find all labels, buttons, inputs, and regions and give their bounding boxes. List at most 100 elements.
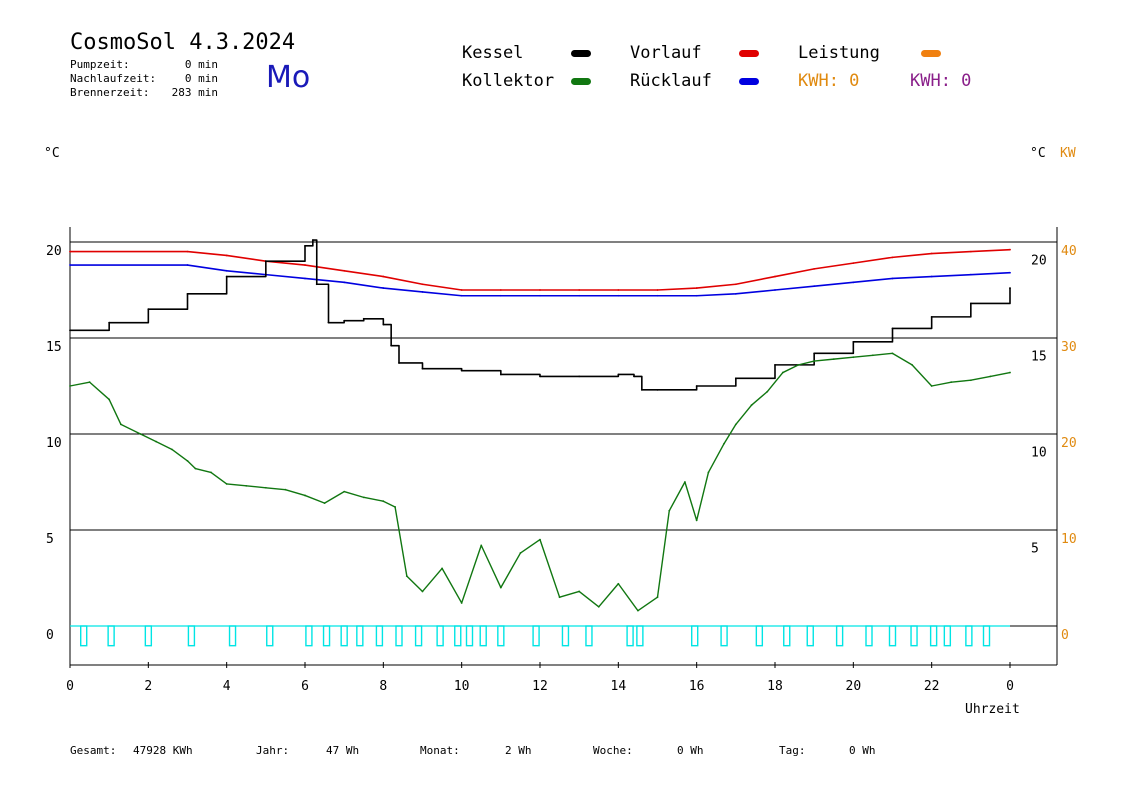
series-point-vorlauf-12 bbox=[617, 289, 620, 291]
series-point-kessel-16 bbox=[460, 369, 463, 372]
series-point-ruecklauf-1 bbox=[186, 264, 189, 266]
series-point-vorlauf-5 bbox=[343, 269, 346, 272]
stat-brennerzeit-value: 283 min bbox=[171, 86, 218, 99]
series-point-kessel-10 bbox=[343, 319, 346, 322]
series-point-kessel-11 bbox=[362, 317, 365, 320]
series-point-vorlauf-1 bbox=[186, 250, 189, 253]
series-point-kessel-24 bbox=[695, 385, 698, 387]
series-point-kollektor-13 bbox=[284, 488, 287, 491]
pump-pulse-10 bbox=[375, 625, 384, 647]
y-right-kw-tick-label-0: 0 bbox=[1061, 628, 1069, 643]
series-point-kollektor-51 bbox=[950, 381, 953, 384]
series-point-kollektor-7 bbox=[186, 459, 189, 462]
series-point-kollektor-50 bbox=[930, 385, 933, 387]
series-point-kessel-28 bbox=[852, 340, 855, 343]
pump-pulse-22 bbox=[636, 625, 644, 647]
series-point-ruecklauf-2 bbox=[225, 269, 228, 272]
pump-pulse-16 bbox=[479, 625, 487, 647]
x-tick-label-9: 18 bbox=[767, 679, 783, 694]
x-tick-label-8: 16 bbox=[689, 679, 705, 694]
series-point-kessel-13 bbox=[390, 344, 393, 347]
pump-pulse-9 bbox=[356, 625, 364, 647]
pump-pulse-34 bbox=[965, 625, 973, 647]
stat-pumpzeit-label: Pumpzeit: bbox=[70, 58, 130, 71]
pump-pulse-4 bbox=[228, 625, 237, 647]
footer-gesamt-label: Gesamt: bbox=[70, 744, 117, 757]
pump-pulse-14 bbox=[454, 625, 462, 647]
series-point-kessel-23 bbox=[656, 388, 659, 391]
series-point-ruecklauf-8 bbox=[460, 294, 463, 297]
y-right-kw-tick-label-10: 10 bbox=[1061, 532, 1077, 547]
series-point-ruecklauf-20 bbox=[930, 275, 933, 278]
y-left-tick-label-20: 20 bbox=[46, 244, 62, 259]
series-point-kollektor-0 bbox=[69, 385, 71, 387]
x-tick-label-2: 4 bbox=[223, 679, 231, 694]
series-point-kollektor-27 bbox=[539, 538, 541, 541]
series-point-ruecklauf-17 bbox=[813, 285, 816, 288]
series-point-kollektor-30 bbox=[597, 605, 600, 608]
series-point-kollektor-35 bbox=[684, 481, 686, 483]
series-point-kollektor-29 bbox=[578, 590, 581, 593]
footer-jahr-label: Jahr: bbox=[256, 744, 290, 757]
series-point-kollektor-31 bbox=[617, 582, 620, 585]
series-point-kessel-8 bbox=[315, 283, 318, 286]
legend-kollektor-swatch bbox=[571, 78, 591, 85]
series-point-kollektor-1 bbox=[88, 381, 91, 384]
y-left-tick-label-10: 10 bbox=[46, 436, 62, 451]
series-point-kollektor-17 bbox=[362, 496, 365, 499]
x-tick-label-4: 8 bbox=[379, 679, 387, 694]
x-axis-label: Uhrzeit bbox=[965, 702, 1020, 717]
series-point-kessel-19 bbox=[578, 375, 581, 378]
series-point-vorlauf-15 bbox=[734, 283, 737, 286]
x-tick-label-1: 2 bbox=[144, 679, 152, 694]
series-point-kessel-32 bbox=[1009, 287, 1011, 289]
series-point-kollektor-54 bbox=[1009, 371, 1011, 374]
series-point-kessel-30 bbox=[930, 315, 933, 318]
series-point-kollektor-15 bbox=[323, 502, 326, 505]
pump-pulse-3 bbox=[187, 625, 196, 647]
y-right-c-tick-label-5: 5 bbox=[1031, 542, 1039, 557]
series-point-kollektor-28 bbox=[558, 596, 561, 599]
footer-monat-label: Monat: bbox=[420, 744, 460, 757]
pump-pulse-20 bbox=[585, 625, 593, 647]
series-point-vorlauf-16 bbox=[774, 275, 776, 278]
series-point-kollektor-43 bbox=[797, 363, 800, 366]
series-point-ruecklauf-22 bbox=[1009, 271, 1011, 274]
series-point-ruecklauf-14 bbox=[695, 294, 698, 297]
legend-kessel-label: Kessel bbox=[462, 43, 524, 63]
series-point-vorlauf-13 bbox=[656, 289, 659, 291]
series-point-kollektor-11 bbox=[245, 484, 248, 487]
legend-kwh-purple: KWH: 0 bbox=[910, 71, 972, 91]
series-point-vorlauf-4 bbox=[304, 264, 306, 266]
series-point-ruecklauf-19 bbox=[891, 277, 894, 280]
footer-tag-label: Tag: bbox=[779, 744, 806, 757]
series-point-kollektor-24 bbox=[480, 544, 483, 547]
series-point-kollektor-42 bbox=[781, 371, 784, 374]
weekday-label: Mo bbox=[266, 60, 311, 95]
series-point-ruecklauf-12 bbox=[617, 294, 620, 297]
series-point-vorlauf-7 bbox=[421, 283, 424, 286]
series-point-vorlauf-20 bbox=[930, 252, 933, 255]
series-point-kollektor-49 bbox=[911, 363, 913, 366]
pump-pulse-12 bbox=[414, 625, 423, 647]
pump-pulse-6 bbox=[305, 625, 313, 647]
y-right-c-tick-label-15: 15 bbox=[1031, 350, 1047, 365]
pump-pulse-35 bbox=[982, 625, 991, 647]
series-point-ruecklauf-7 bbox=[421, 291, 424, 293]
series-point-kollektor-46 bbox=[852, 356, 855, 359]
series-point-vorlauf-19 bbox=[891, 256, 894, 259]
x-tick-label-3: 6 bbox=[301, 679, 309, 694]
series-point-kollektor-16 bbox=[343, 490, 346, 493]
series-point-kessel-31 bbox=[969, 302, 972, 305]
series-point-kollektor-22 bbox=[441, 567, 443, 570]
x-tick-label-6: 12 bbox=[532, 679, 548, 694]
pump-pulse-7 bbox=[322, 625, 331, 647]
series-point-vorlauf-22 bbox=[1009, 248, 1011, 251]
right-unit-kw-label: KW bbox=[1060, 146, 1076, 161]
series-point-kollektor-5 bbox=[155, 440, 158, 443]
pump-pulse-2 bbox=[144, 625, 153, 647]
series-line-vorlauf bbox=[70, 248, 1011, 291]
pump-pulse-8 bbox=[340, 625, 348, 647]
pump-pulse-26 bbox=[783, 625, 791, 647]
series-point-kessel-0 bbox=[69, 329, 71, 332]
